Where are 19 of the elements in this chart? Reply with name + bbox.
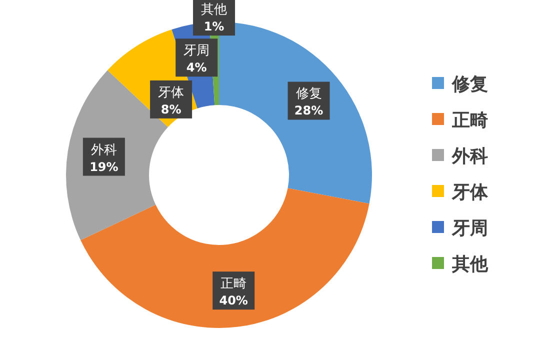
slice-label: 牙体	[158, 85, 184, 100]
data-label: 1%	[204, 20, 224, 34]
legend-label: 牙体	[451, 182, 489, 203]
data-label: 19%	[90, 160, 118, 174]
slice-label: 外科	[90, 142, 117, 158]
legend-label: 其他	[451, 254, 489, 275]
slice-label: 牙周	[184, 44, 210, 59]
slice-label: 修复	[296, 86, 322, 102]
legend-label: 修复	[451, 74, 488, 95]
data-label: 40%	[219, 294, 248, 308]
slice-label: 正畸	[220, 276, 247, 292]
slice-label: 其他	[201, 2, 228, 18]
legend-label: 正畸	[451, 110, 488, 131]
legend-label: 外科	[451, 146, 488, 167]
donut-slice	[80, 188, 370, 328]
data-label: 8%	[160, 102, 182, 116]
legend-label: 牙周	[451, 218, 488, 239]
data-label: 4%	[186, 60, 207, 75]
data-label: 28%	[294, 104, 324, 118]
